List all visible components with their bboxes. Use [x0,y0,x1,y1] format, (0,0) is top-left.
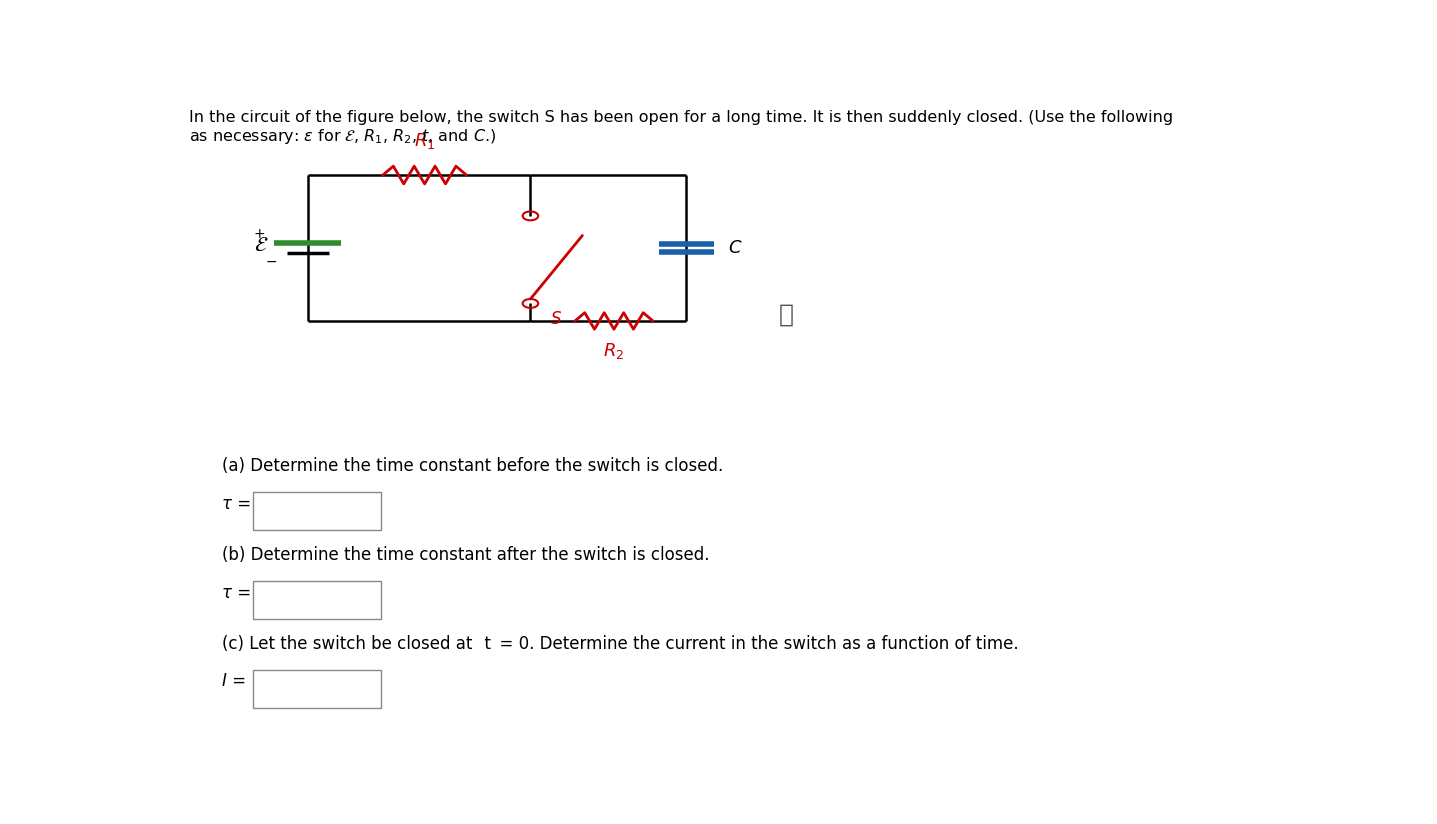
Text: as necessary: $\mathit{\varepsilon}$ for $\mathcal{E}$, $R_1$, $R_2$, $t$, and $: as necessary: $\mathit{\varepsilon}$ for… [188,127,496,146]
FancyBboxPatch shape [253,670,381,708]
Text: $R_1$: $R_1$ [414,131,435,151]
FancyBboxPatch shape [253,581,381,619]
Text: $C$: $C$ [727,239,741,257]
Text: $R_2$: $R_2$ [604,341,625,361]
FancyBboxPatch shape [253,492,381,531]
Text: (b) Determine the time constant after the switch is closed.: (b) Determine the time constant after th… [221,546,710,564]
Text: $\mathcal{E}$: $\mathcal{E}$ [254,235,269,255]
Text: +: + [254,227,266,241]
Text: I =: I = [221,672,246,691]
Text: S: S [550,310,560,328]
Text: (c) Let the switch be closed at   t  = 0. Determine the current in the switch as: (c) Let the switch be closed at t = 0. D… [221,635,1019,653]
Text: (a) Determine the time constant before the switch is closed.: (a) Determine the time constant before t… [221,457,723,475]
Text: τ =: τ = [221,583,251,602]
Text: τ =: τ = [221,494,251,513]
Text: In the circuit of the figure below, the switch S has been open for a long time. : In the circuit of the figure below, the … [188,110,1173,125]
Text: −: − [266,255,277,269]
Text: ⓘ: ⓘ [779,302,795,326]
